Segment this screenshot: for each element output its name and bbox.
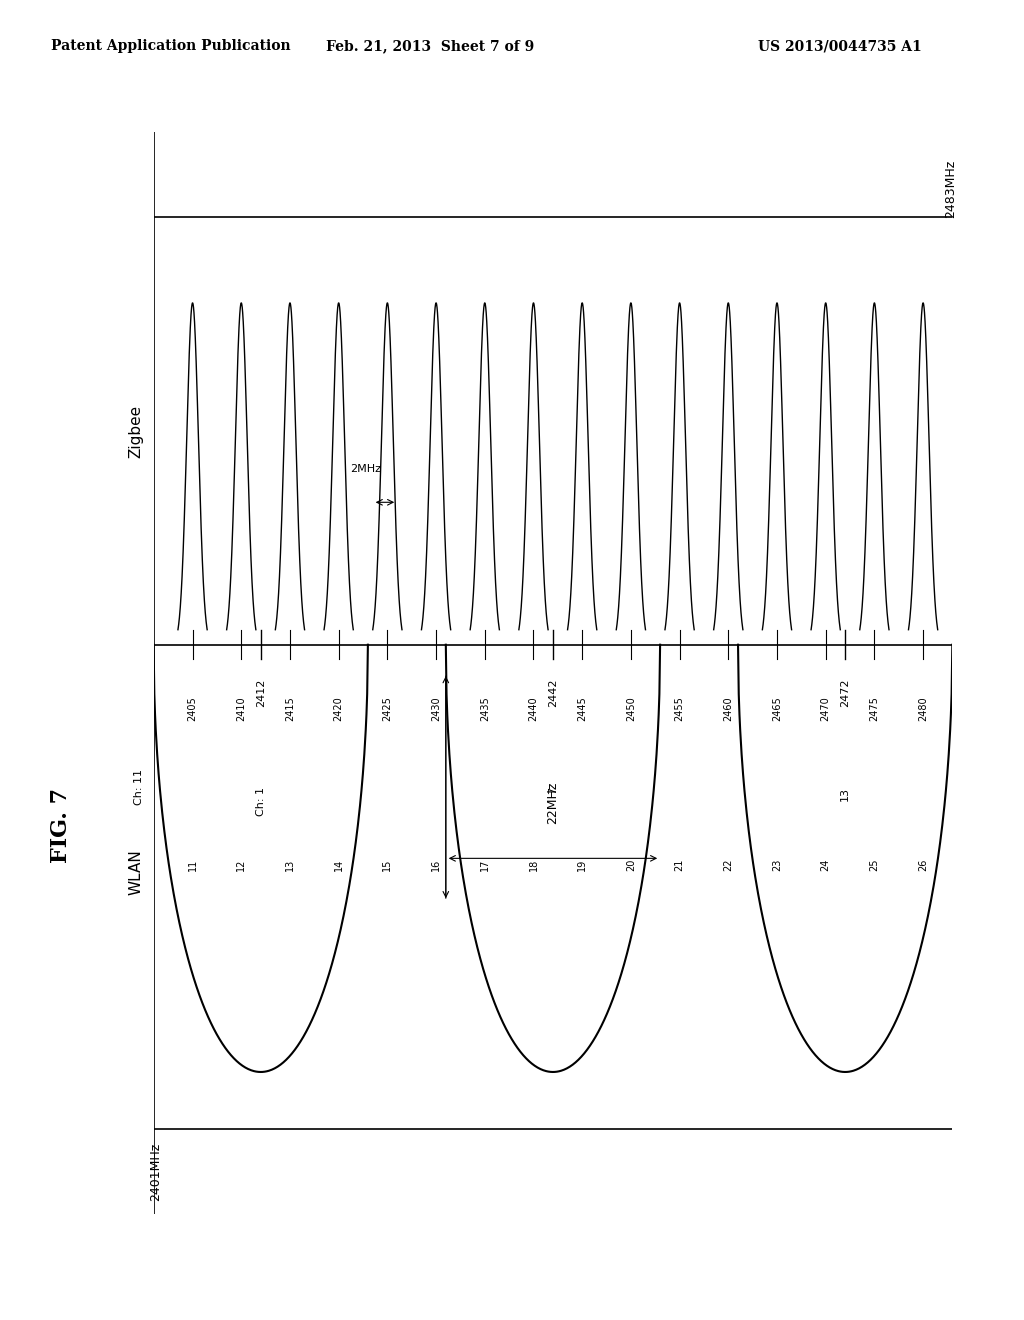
Text: 23: 23	[772, 858, 782, 871]
Text: 2480: 2480	[919, 696, 928, 721]
Text: 2405: 2405	[187, 696, 198, 721]
Text: 14: 14	[334, 858, 344, 871]
Text: 2435: 2435	[480, 696, 489, 721]
Text: 2442: 2442	[548, 678, 558, 708]
Text: 13: 13	[840, 787, 850, 801]
Text: 7: 7	[548, 787, 558, 795]
Text: FIG. 7: FIG. 7	[50, 788, 73, 862]
Text: 2455: 2455	[675, 696, 685, 721]
Text: WLAN: WLAN	[129, 850, 143, 895]
Text: 19: 19	[578, 858, 587, 871]
Text: Ch: 1: Ch: 1	[256, 787, 266, 816]
Text: 2465: 2465	[772, 696, 782, 721]
Text: 24: 24	[820, 858, 830, 871]
Text: 21: 21	[675, 858, 685, 871]
Text: 2470: 2470	[820, 696, 830, 721]
Text: 15: 15	[382, 858, 392, 871]
Text: 2450: 2450	[626, 696, 636, 721]
Text: US 2013/0044735 A1: US 2013/0044735 A1	[758, 40, 922, 53]
Text: 17: 17	[480, 858, 489, 871]
Text: 16: 16	[431, 858, 441, 871]
Text: 22MHz: 22MHz	[547, 781, 559, 824]
Text: 2475: 2475	[869, 696, 880, 721]
Text: 2440: 2440	[528, 696, 539, 721]
Text: 2460: 2460	[723, 696, 733, 721]
Text: Patent Application Publication: Patent Application Publication	[51, 40, 291, 53]
Text: 22: 22	[723, 858, 733, 871]
Text: 18: 18	[528, 858, 539, 871]
Text: 2483MHz: 2483MHz	[944, 160, 957, 218]
Text: 12: 12	[237, 858, 246, 871]
Text: 2410: 2410	[237, 696, 246, 721]
Text: 26: 26	[919, 858, 928, 871]
Text: 2472: 2472	[840, 678, 850, 708]
Text: 2MHz: 2MHz	[350, 463, 382, 474]
Text: 11: 11	[187, 858, 198, 871]
Text: 25: 25	[869, 858, 880, 871]
Text: Ch: 11: Ch: 11	[134, 770, 143, 805]
Text: 2401MHz: 2401MHz	[148, 1143, 162, 1201]
Text: 2415: 2415	[285, 696, 295, 721]
Text: Feb. 21, 2013  Sheet 7 of 9: Feb. 21, 2013 Sheet 7 of 9	[326, 40, 535, 53]
Text: 2445: 2445	[578, 696, 587, 721]
Text: 2412: 2412	[256, 678, 266, 708]
Text: 13: 13	[285, 858, 295, 871]
Text: 2420: 2420	[334, 696, 344, 721]
Text: 2430: 2430	[431, 696, 441, 721]
Text: 20: 20	[626, 858, 636, 871]
Text: Zigbee: Zigbee	[129, 404, 143, 458]
Text: 2425: 2425	[382, 696, 392, 721]
